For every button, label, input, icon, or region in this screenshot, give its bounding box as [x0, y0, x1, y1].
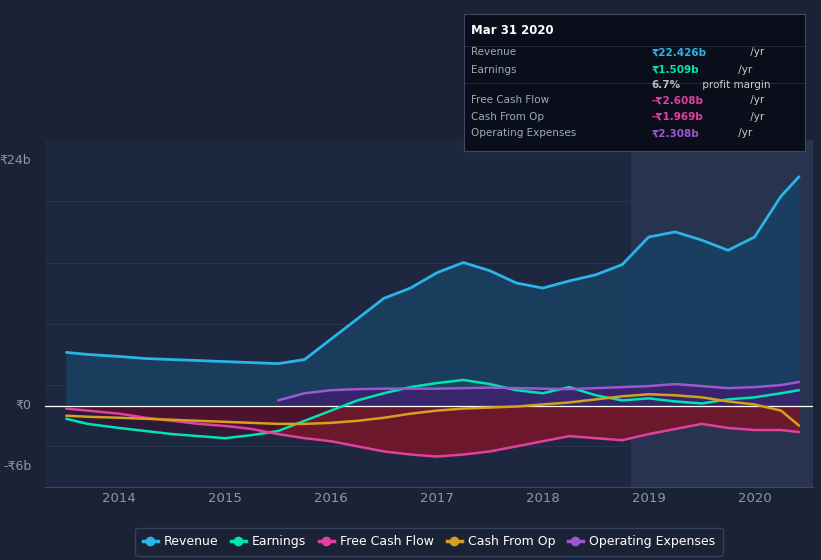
Text: ₹1.509b: ₹1.509b [651, 66, 699, 75]
Text: -₹6b: -₹6b [3, 460, 31, 473]
Text: Free Cash Flow: Free Cash Flow [470, 95, 548, 105]
Text: /yr: /yr [735, 128, 752, 138]
Text: -₹2.608b: -₹2.608b [651, 95, 704, 105]
Legend: Revenue, Earnings, Free Cash Flow, Cash From Op, Operating Expenses: Revenue, Earnings, Free Cash Flow, Cash … [135, 528, 722, 556]
Text: ₹0: ₹0 [16, 399, 31, 412]
Text: /yr: /yr [746, 48, 764, 58]
Text: profit margin: profit margin [699, 80, 770, 90]
Bar [631, 140, 813, 487]
Text: Mar 31 2020: Mar 31 2020 [470, 24, 553, 36]
Text: ₹22.426b: ₹22.426b [651, 48, 706, 58]
Text: ₹2.308b: ₹2.308b [651, 128, 699, 138]
Text: Cash From Op: Cash From Op [470, 112, 544, 122]
Text: Operating Expenses: Operating Expenses [470, 128, 576, 138]
Text: -₹1.969b: -₹1.969b [651, 112, 703, 122]
Text: ₹24b: ₹24b [0, 154, 31, 167]
Text: /yr: /yr [746, 95, 764, 105]
Text: /yr: /yr [746, 112, 764, 122]
Text: Revenue: Revenue [470, 48, 516, 58]
Text: Earnings: Earnings [470, 66, 516, 75]
Text: 6.7%: 6.7% [651, 80, 681, 90]
Text: /yr: /yr [735, 66, 752, 75]
